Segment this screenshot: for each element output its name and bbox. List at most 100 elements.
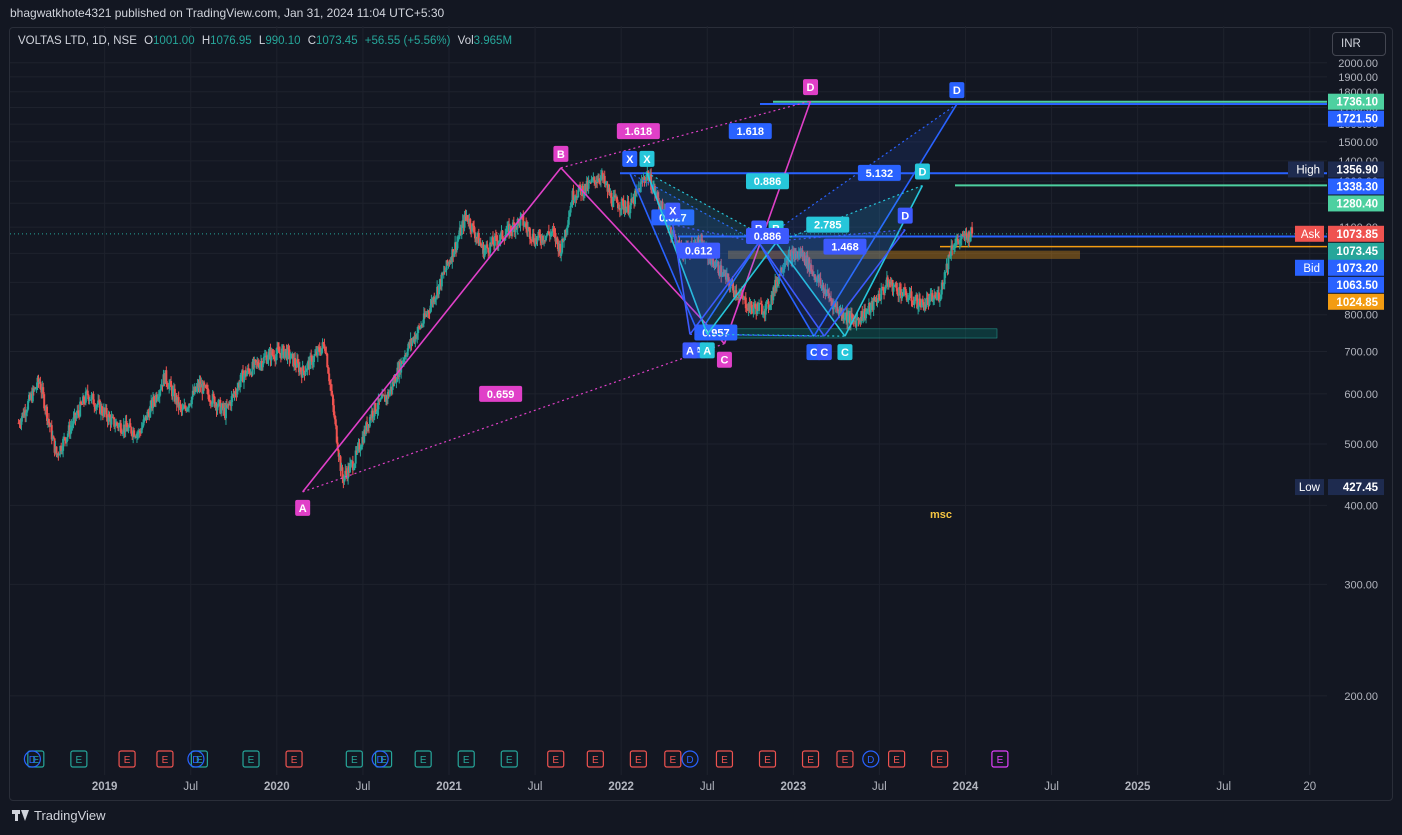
candle-body xyxy=(299,367,302,372)
pattern-ratio-label-bg xyxy=(479,385,523,402)
candle-body xyxy=(443,271,446,273)
candle-body xyxy=(322,342,325,345)
candle-body xyxy=(271,350,274,356)
candle-body xyxy=(395,381,398,383)
candle-body xyxy=(903,287,906,290)
candle-body xyxy=(323,344,326,349)
candle-body xyxy=(913,301,916,305)
earnings-marker-label: E xyxy=(196,755,203,766)
candle-body xyxy=(879,299,882,301)
candle-body xyxy=(358,443,361,451)
candle-body xyxy=(536,236,539,242)
candle-body xyxy=(735,290,738,298)
price-scale-label: Low xyxy=(1299,482,1321,494)
x-tick-label: Jul xyxy=(1216,781,1231,793)
candle-body xyxy=(931,293,934,302)
candle-body xyxy=(699,239,702,245)
dividend-marker xyxy=(681,750,699,768)
candle-body xyxy=(64,437,67,441)
candle-body xyxy=(83,402,86,404)
candle-body xyxy=(406,348,409,356)
candle-body xyxy=(955,242,958,244)
candle-body xyxy=(968,231,971,242)
price-scale-value: 1063.50 xyxy=(1336,280,1378,292)
pattern-ratio-line xyxy=(690,333,825,337)
pattern-leg xyxy=(813,103,958,337)
pattern-ratio-line xyxy=(758,103,958,244)
candle-body xyxy=(50,425,53,440)
y-tick-label: 800.00 xyxy=(1344,310,1378,322)
pattern-point-label-bg xyxy=(716,351,732,368)
pattern-point-label: C xyxy=(841,347,849,359)
candle-body xyxy=(316,347,319,356)
earnings-marker xyxy=(457,750,475,768)
pattern-fill xyxy=(758,229,906,337)
candle-body xyxy=(311,356,314,365)
candle-body xyxy=(147,411,150,413)
candle-body xyxy=(97,400,100,405)
candle-body xyxy=(563,229,566,241)
pattern-ratio-label: 0.659 xyxy=(487,389,515,401)
candle-body xyxy=(941,282,944,286)
chart-frame[interactable] xyxy=(9,27,1393,801)
earnings-marker xyxy=(715,750,734,768)
price-scale-value: 1280.40 xyxy=(1336,198,1378,210)
currency-button[interactable]: INR xyxy=(1332,32,1386,56)
candle-body xyxy=(847,315,850,323)
candle-body xyxy=(824,289,827,297)
candle-body xyxy=(143,418,146,420)
candle-body xyxy=(280,348,283,359)
candle-body xyxy=(534,238,537,246)
dividend-marker xyxy=(23,750,41,768)
candle-body xyxy=(55,446,58,456)
pattern-leg xyxy=(560,167,726,345)
price-scale-tag xyxy=(1328,161,1384,178)
candle-body xyxy=(35,387,38,389)
candle-body xyxy=(424,314,427,317)
candle-body xyxy=(43,394,46,409)
pattern-leg xyxy=(775,242,846,337)
candle-body xyxy=(552,228,555,232)
candle-body xyxy=(475,237,478,239)
candle-body xyxy=(776,281,779,288)
x-tick-label: 2021 xyxy=(436,781,462,793)
x-tick-label: 2025 xyxy=(1125,781,1151,793)
candle-body xyxy=(506,225,509,233)
open-label: O xyxy=(144,35,154,47)
candle-body xyxy=(138,430,141,433)
candle-body xyxy=(587,181,590,189)
candle-body xyxy=(133,430,136,437)
tradingview-footer[interactable]: TradingView xyxy=(12,808,106,823)
candle-body xyxy=(209,401,212,405)
candle-body xyxy=(87,395,90,401)
candle-body xyxy=(745,308,748,310)
candle-body xyxy=(616,197,619,203)
dividend-marker-label: D xyxy=(192,755,199,766)
candle-body xyxy=(189,404,192,406)
candle-body xyxy=(463,214,466,228)
candle-body xyxy=(227,403,230,405)
candle-body xyxy=(721,276,724,278)
pattern-ratio-line xyxy=(698,333,814,337)
x-tick-label: Jul xyxy=(700,781,715,793)
candle-body xyxy=(402,360,405,364)
earnings-marker xyxy=(190,750,208,768)
candle-body xyxy=(951,245,954,250)
candle-body xyxy=(403,355,406,360)
candle-body xyxy=(538,231,541,236)
candle-body xyxy=(177,397,180,408)
candle-body xyxy=(435,295,438,299)
candle-body xyxy=(349,461,352,464)
candle-body xyxy=(505,232,508,235)
candle-body xyxy=(517,219,520,221)
candle-body xyxy=(182,408,185,410)
candle-body xyxy=(47,418,50,423)
candle-body xyxy=(964,233,967,240)
candle-body xyxy=(715,262,718,267)
pattern-point-label: C xyxy=(810,347,818,359)
pattern-ratio-label: 1.468 xyxy=(831,242,859,254)
earnings-marker xyxy=(931,750,949,768)
candle-body xyxy=(891,279,894,292)
candle-body xyxy=(908,292,911,299)
